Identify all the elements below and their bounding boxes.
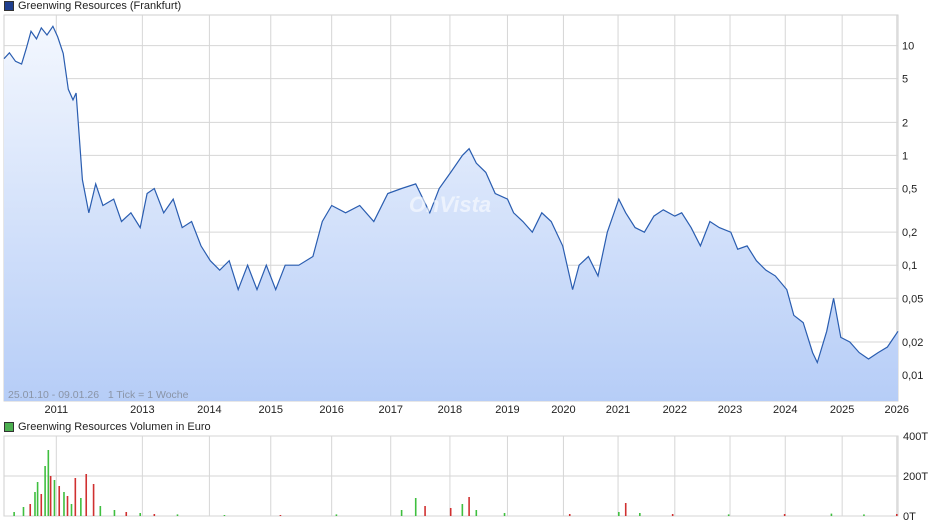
volume-bar [80,498,82,516]
volume-bar [66,496,69,516]
y-tick-label: 0,05 [902,293,923,305]
price-line [3,25,899,365]
x-tick-label: 2013 [130,404,154,416]
volume-bar [53,480,56,516]
volume-legend-swatch [4,422,14,432]
price-area [4,26,898,402]
x-tick-label: 2022 [663,404,687,416]
volume-bar [58,486,61,516]
x-tick-label: 2023 [718,404,742,416]
x-tick-label: 2019 [495,404,519,416]
volume-bar [783,514,786,516]
volume-bar [863,514,865,516]
volume-legend: Greenwing Resources Volumen in Euro [4,421,211,433]
watermark: OnVista [409,192,491,217]
y-tick-label: 0,01 [902,370,923,382]
volume-bar [44,466,46,516]
volume-bar [461,504,464,516]
volume-bar [40,494,43,516]
price-legend-swatch [4,1,14,11]
volume-bar [503,513,506,516]
volume-bar [29,504,32,516]
volume-bar [99,506,102,516]
volume-bar [113,510,116,516]
volume-grid [4,435,898,517]
volume-bar [424,506,426,516]
y-tick-label: 5 [902,74,908,86]
volume-bar [624,503,627,516]
x-tick-label: 2014 [197,404,221,416]
price-legend: Greenwing Resources (Frankfurt) [4,0,181,12]
y-tick-label: 2 [902,117,908,129]
y-tick-label: 0,1 [902,260,917,272]
volume-bar [139,513,142,516]
volume-bar [74,478,77,516]
volume-bar [49,476,52,516]
volume-bar [279,515,282,516]
x-tick-label: 2025 [830,404,854,416]
x-tick-label: 2026 [885,404,909,416]
volume-bar [830,513,833,516]
info-text: 25.01.10 - 09.01.26 1 Tick = 1 Woche [8,389,189,401]
x-tick-label: 2016 [319,404,343,416]
price-y-axis: 10 5 2 1 0,5 0,2 0,1 0,05 0,02 0,01 [902,41,923,382]
volume-bar [414,498,417,516]
volume-bar [153,514,156,516]
volume-bar [671,514,674,516]
price-x-axis: 2011 2013 2014 2015 2016 2017 2018 2019 2020 2021… [44,404,909,416]
volume-bar [70,504,73,516]
volume-bar [176,514,179,516]
volume-bar [85,474,88,516]
volume-bar [36,482,39,516]
volume-bar [335,514,338,516]
volume-bar [63,492,65,516]
volume-bar [475,510,478,516]
volume-bar [13,512,15,516]
volume-legend-label: Greenwing Resources Volumen in Euro [18,421,211,433]
x-tick-label: 2011 [44,404,68,416]
volume-y-tick-label: 0T [903,511,916,523]
y-tick-label: 1 [902,150,908,162]
volume-bar [449,508,452,516]
x-tick-label: 2018 [438,404,462,416]
y-tick-label: 0,5 [902,183,917,195]
volume-bars [13,450,898,516]
volume-bar [468,497,470,516]
volume-bar [223,515,226,516]
volume-y-tick-label: 400T [903,431,928,443]
volume-bar [92,484,95,516]
x-tick-label: 2021 [606,404,630,416]
volume-bar [895,514,898,516]
volume-bar [34,492,36,516]
y-tick-label: 0,2 [902,227,917,239]
x-tick-label: 2017 [378,404,402,416]
volume-bar [639,513,641,516]
volume-bar [727,514,730,516]
y-tick-label: 10 [902,41,914,53]
x-tick-label: 2015 [259,404,283,416]
price-legend-label: Greenwing Resources (Frankfurt) [18,0,182,12]
y-tick-label: 0,02 [902,337,923,349]
volume-bar [568,514,571,516]
volume-bar [47,450,50,516]
volume-bar [125,512,128,516]
x-tick-label: 2020 [551,404,575,416]
volume-bar [618,512,620,516]
volume-y-tick-label: 200T [903,471,928,483]
volume-y-axis: 0T 200T 400T [903,431,928,523]
volume-bar [400,510,403,516]
volume-bar [22,507,25,516]
x-tick-label: 2024 [773,404,797,416]
